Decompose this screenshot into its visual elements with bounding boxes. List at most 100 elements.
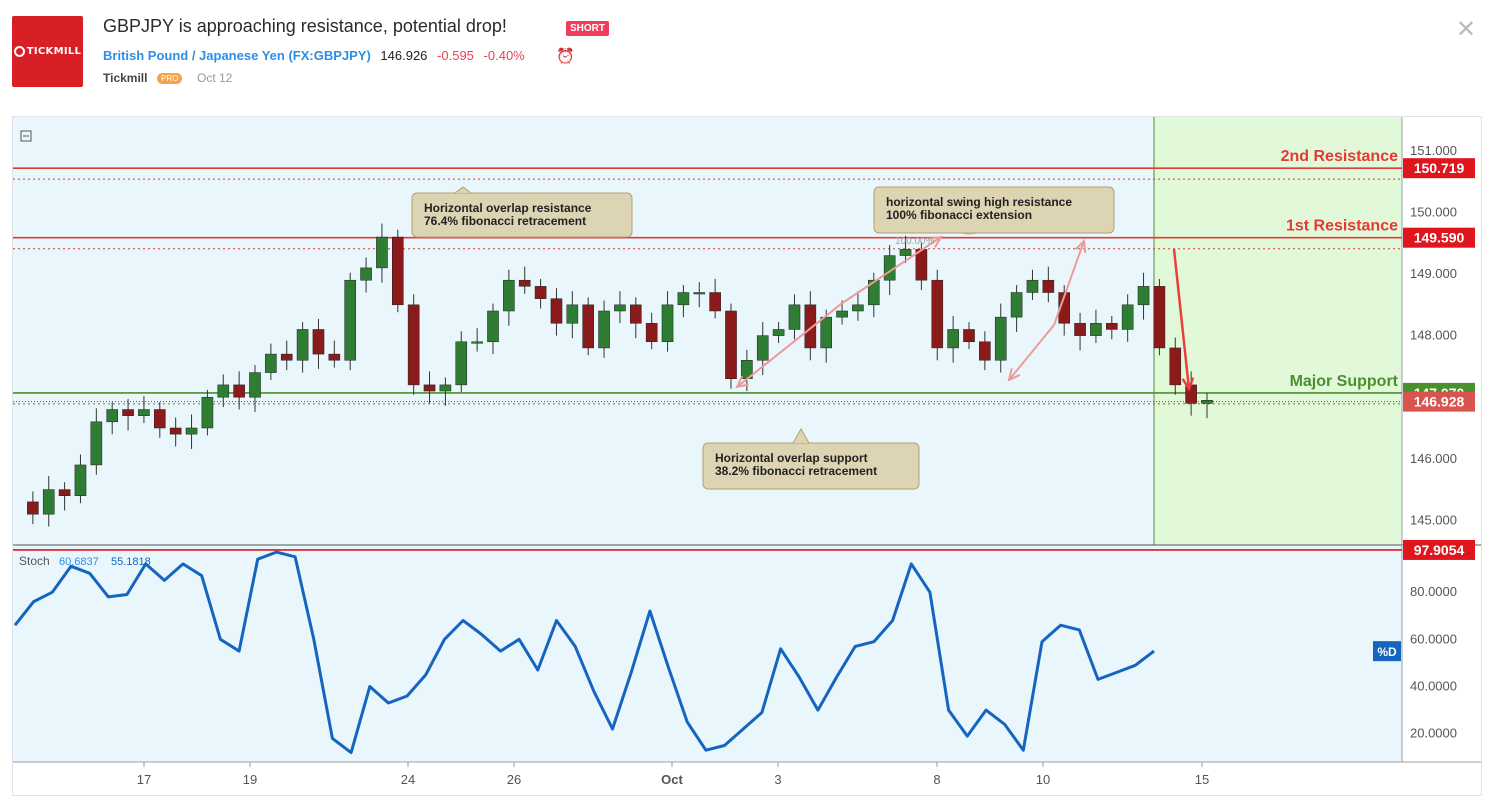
chart-svg[interactable]: 151.000150.000149.000148.000147.000146.0…: [13, 117, 1481, 795]
stoch-k-value: 60.6837: [59, 556, 99, 568]
symbol-code[interactable]: (FX:GBPJPY): [288, 48, 371, 63]
candle-body: [360, 267, 372, 281]
logo-text: TICKMILL: [26, 46, 82, 57]
price-tick-label: 148.000: [1410, 328, 1457, 343]
candle-body: [296, 329, 309, 361]
candle-body: [106, 409, 119, 423]
candle-body: [27, 501, 39, 515]
candle-body: [947, 329, 959, 349]
candle-body: [756, 335, 769, 361]
annotation-line1: Horizontal overlap resistance: [424, 201, 592, 215]
candle-body: [614, 304, 626, 312]
level-label: 2nd Resistance: [1281, 148, 1398, 165]
stoch-d-line: [13, 550, 1155, 755]
close-icon[interactable]: ✕: [1456, 16, 1477, 43]
candle-body: [233, 384, 245, 398]
price-change-pct: -0.40%: [483, 48, 525, 63]
alarm-clock-icon[interactable]: ⏰: [556, 48, 575, 65]
candle-body: [772, 329, 785, 336]
candle-body: [1121, 304, 1134, 330]
annotation-pointer: [960, 232, 978, 235]
fib-arrow-up-right-2-head: [1074, 238, 1087, 254]
candle-body: [376, 236, 388, 269]
time-tick-label: 24: [401, 772, 415, 787]
candle-body: [661, 304, 674, 343]
level-price-value: 149.590: [1414, 230, 1465, 246]
candle-body: [1169, 347, 1182, 386]
stoch-tick-label: 80.0000: [1410, 584, 1457, 599]
annotation-box: [873, 186, 1115, 234]
candle-body: [534, 286, 547, 299]
idea-title: GBPJPY is approaching resistance, potent…: [103, 16, 507, 36]
candle-body: [249, 372, 261, 398]
candle-body: [42, 489, 55, 515]
candle-body: [788, 304, 801, 330]
candle-body: [1153, 286, 1166, 349]
candle-body: [312, 329, 325, 355]
current-price-tag: [1403, 391, 1475, 412]
candle-body: [90, 421, 103, 466]
price-tick-label: 149.000: [1410, 266, 1457, 281]
candle-body: [836, 310, 848, 318]
candle-body: [645, 323, 658, 343]
annotation-pointer: [454, 186, 472, 194]
candle-body: [804, 304, 817, 349]
fib-arrow-down-left: [736, 303, 842, 388]
candle-body: [867, 279, 880, 306]
author-name[interactable]: Tickmill: [103, 71, 148, 85]
candle-body: [518, 279, 531, 287]
candle-body: [439, 384, 452, 392]
stoch-tick-label: 20.0000: [1410, 726, 1457, 741]
candle-body: [344, 279, 357, 361]
candle-body: [74, 464, 87, 496]
projection-arrow-down-head: [1181, 377, 1195, 392]
fib-arrow-down-left-2: [1008, 324, 1055, 381]
candle-body: [407, 304, 420, 386]
fib-arrow-down-left-2-head: [1007, 368, 1021, 382]
candle-body: [915, 249, 928, 281]
candle-body: [423, 384, 436, 392]
candle-body: [503, 279, 515, 312]
candle-body: [725, 310, 737, 379]
current-price-value: 146.928: [1414, 394, 1465, 410]
candle-body: [185, 427, 198, 435]
level-label: Major Support: [1290, 373, 1399, 390]
candle-body: [217, 384, 230, 398]
level-price-tag: [1403, 227, 1475, 248]
candle-body: [677, 292, 690, 306]
time-tick-label: Oct: [661, 772, 683, 787]
last-price: 146.926: [380, 48, 428, 63]
candle-body: [899, 249, 912, 256]
stoch-tick-label: 60.0000: [1410, 631, 1457, 646]
projection-zone: [1154, 117, 1402, 545]
candle-body: [138, 409, 150, 416]
stoch-label: Stoch: [19, 554, 50, 568]
candle-body: [265, 353, 277, 373]
symbol-name[interactable]: British Pound / Japanese Yen: [103, 48, 285, 63]
level-price-value: 150.719: [1414, 160, 1465, 176]
annotation-line2: 76.4% fibonacci retracement: [424, 214, 586, 228]
time-tick-label: 3: [774, 772, 781, 787]
candle-body: [979, 341, 991, 361]
candle-body: [1010, 292, 1023, 318]
fib-percent-label: 100.00%: [895, 236, 935, 247]
candle-body: [153, 409, 166, 429]
annotation-line2: 38.2% fibonacci retracement: [715, 464, 877, 478]
stoch-d-tag-label: %D: [1377, 645, 1397, 659]
collapse-pane-icon[interactable]: [20, 130, 32, 142]
annotation-box: [702, 442, 920, 490]
candle-body: [709, 292, 721, 312]
candle-body: [328, 353, 341, 361]
price-tick-label: 146.000: [1410, 451, 1457, 466]
candle-body: [280, 353, 293, 361]
pro-badge: PRO: [157, 73, 183, 84]
candle-body: [1201, 400, 1213, 404]
fib-arrow-up-right: [840, 236, 942, 305]
candle-body: [931, 279, 944, 349]
projection-arrow-down: [1172, 248, 1191, 390]
price-tick-label: 150.000: [1410, 204, 1457, 219]
stoch-d-tag: [1373, 641, 1401, 662]
candle-body: [1026, 279, 1039, 293]
